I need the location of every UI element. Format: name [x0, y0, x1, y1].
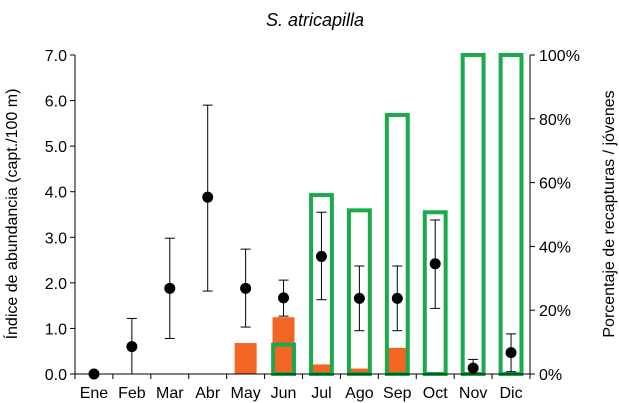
left-y-ticks: 0.0 1.0 2.0 3.0 4.0 5.0 6.0 7.0 [45, 48, 75, 384]
left-tick-label: 5.0 [45, 139, 67, 156]
right-tick-label: 60% [539, 176, 571, 193]
left-tick-label: 6.0 [45, 94, 67, 111]
data-point [164, 282, 176, 294]
x-tick-label: Dic [499, 385, 522, 402]
error-bars-layer [126, 104, 517, 375]
right-y-ticks: 0% 20% 40% 60% 80% 100% [530, 48, 580, 384]
left-tick-label: 4.0 [45, 185, 67, 202]
right-tick-label: 100% [539, 48, 580, 65]
chart-title: S. atricapilla [266, 10, 364, 30]
points-layer [88, 191, 517, 380]
green-outline-bar [498, 53, 524, 376]
data-point [126, 341, 138, 353]
x-tick-label: Jul [311, 385, 331, 402]
data-point [240, 282, 252, 294]
right-tick-label: 40% [539, 239, 571, 256]
orange-bar [234, 343, 257, 374]
orange-bar [386, 347, 409, 374]
x-ticks: Ene Feb Mar Abr May Jun Jul Ago Sep Oct Nov Dic [74, 374, 531, 402]
data-point [505, 347, 517, 359]
x-tick-label: Feb [118, 385, 146, 402]
data-point [278, 292, 290, 304]
x-tick-label: Ene [80, 385, 109, 402]
orange-bar [310, 364, 333, 374]
y-axis-label: Índice de abundancia (capt./100 m) [2, 89, 21, 340]
left-tick-label: 3.0 [45, 230, 67, 247]
right-tick-label: 20% [539, 303, 571, 320]
x-tick-label: Oct [423, 385, 448, 402]
right-tick-label: 80% [539, 112, 571, 129]
x-tick-label: Mar [156, 385, 184, 402]
left-tick-label: 0.0 [45, 367, 67, 384]
x-tick-label: Abr [195, 385, 221, 402]
left-tick-label: 2.0 [45, 276, 67, 293]
left-tick-label: 7.0 [45, 48, 67, 65]
data-point [429, 258, 441, 270]
right-tick-label: 0% [539, 367, 562, 384]
x-tick-label: Ago [345, 385, 374, 402]
green-outline-bar [460, 53, 486, 376]
data-point [353, 292, 365, 304]
data-point [315, 250, 327, 262]
data-point [467, 362, 479, 374]
x-tick-label: Jun [271, 385, 297, 402]
data-point [391, 292, 403, 304]
left-tick-label: 1.0 [45, 321, 67, 338]
y-axis-right-label: Porcentaje de recapturas / jóvenes [601, 90, 618, 337]
bars-layer [234, 53, 524, 377]
orange-bar [348, 368, 371, 374]
data-point [202, 191, 214, 203]
x-tick-label: May [231, 385, 261, 402]
x-tick-label: Sep [383, 385, 412, 402]
x-tick-label: Nov [459, 385, 487, 402]
green-outline-bar [384, 112, 410, 377]
